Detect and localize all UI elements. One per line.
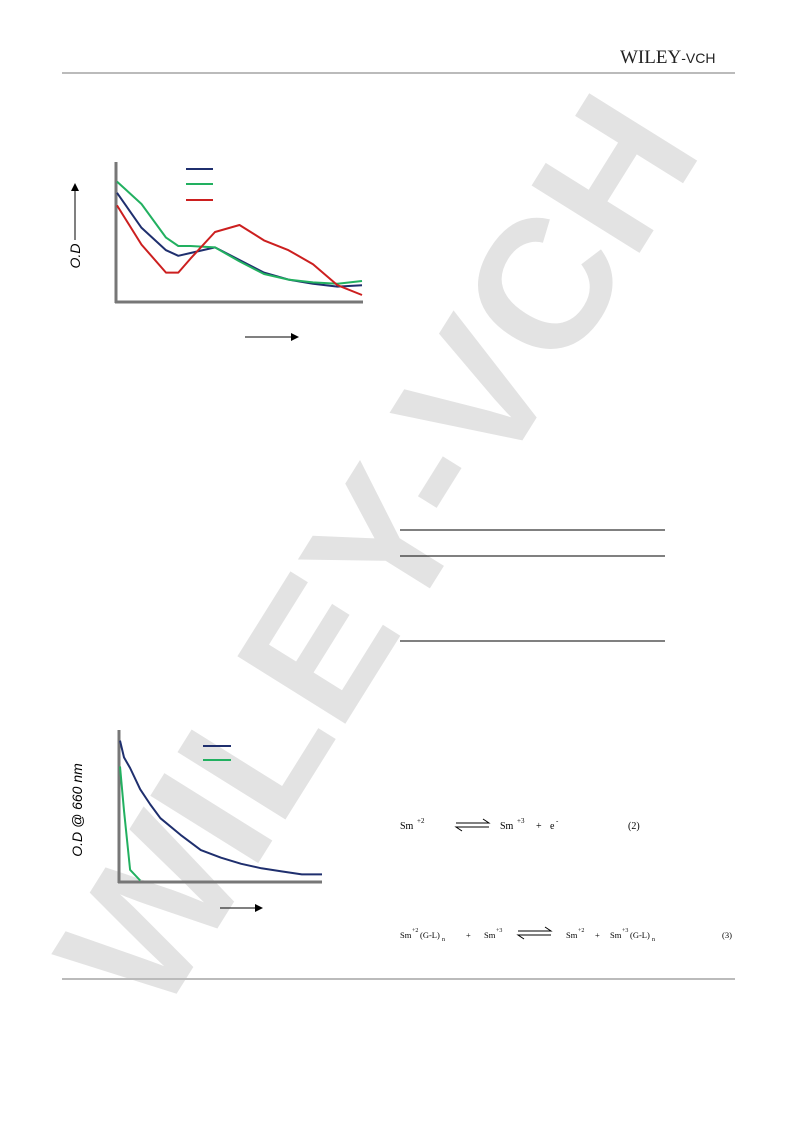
eq-op: + <box>536 821 542 832</box>
eq-sup: +3 <box>622 928 628 934</box>
equilibrium-arrow <box>454 818 491 832</box>
data-line <box>119 740 322 876</box>
eq-number: (3) <box>722 930 732 940</box>
logo-suffix: -VCH <box>681 50 715 66</box>
data-line <box>119 766 141 882</box>
eq-sup: +2 <box>417 817 425 825</box>
arrow-head <box>71 183 79 191</box>
eq-term: Sm <box>484 930 496 940</box>
eq-number: (2) <box>628 821 640 832</box>
eq-sub: n <box>442 937 445 943</box>
y-axis-label: O.D <box>67 244 83 269</box>
y-axis-label: O.D @ 660 nm <box>69 763 85 857</box>
eq-op: + <box>466 930 471 940</box>
logo-main: WILEY <box>620 47 681 68</box>
eq-term: e <box>550 821 555 832</box>
data-line <box>116 192 363 288</box>
eq-term: Sm <box>400 821 414 832</box>
equation: Sm +2 Sm +3 + e - (2) <box>400 817 640 832</box>
eq-term: Sm <box>566 930 578 940</box>
watermark: WILEY-VCH <box>18 62 737 1043</box>
eq-sup: +2 <box>412 928 418 934</box>
eq-term: (G-L) <box>630 930 650 940</box>
logo: WILEY-VCH <box>620 47 715 68</box>
eq-sup: +2 <box>578 928 584 934</box>
eq-op: + <box>595 930 600 940</box>
arrow-head <box>291 333 299 341</box>
equilibrium-arrow <box>516 926 553 940</box>
eq-term: Sm <box>400 930 412 940</box>
data-line <box>116 204 363 296</box>
eq-sup: +3 <box>517 817 525 825</box>
arrow-head <box>255 904 263 912</box>
eq-sup: - <box>556 817 559 825</box>
eq-sup: +3 <box>496 928 502 934</box>
data-line <box>116 180 363 285</box>
eq-term: Sm <box>610 930 622 940</box>
eq-sub: n <box>652 937 655 943</box>
eq-term: (G-L) <box>420 930 440 940</box>
eq-term: Sm <box>500 821 514 832</box>
equation: Sm +2 (G-L) n + Sm +3 Sm +2 + Sm +3 (G-L… <box>400 928 732 943</box>
